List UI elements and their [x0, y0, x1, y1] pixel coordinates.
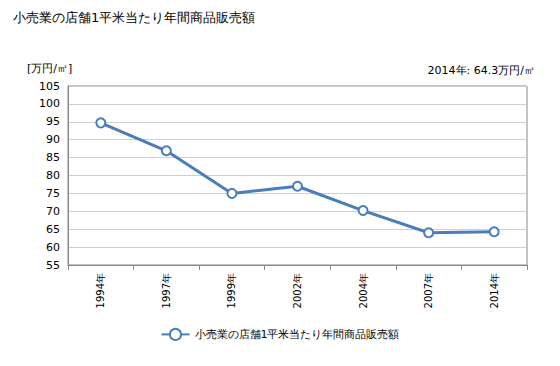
svg-text:100: 100 [39, 97, 60, 110]
svg-text:[万円/㎡]: [万円/㎡] [27, 62, 72, 75]
svg-text:55: 55 [46, 259, 60, 272]
svg-text:80: 80 [46, 169, 60, 182]
svg-text:2014年: 64.3万円/㎡: 2014年: 64.3万円/㎡ [428, 64, 535, 77]
svg-text:90: 90 [46, 133, 60, 146]
svg-text:1994年: 1994年 [95, 273, 106, 308]
svg-text:70: 70 [46, 205, 60, 218]
svg-text:2004年: 2004年 [358, 273, 369, 308]
svg-text:1999年: 1999年 [226, 273, 237, 308]
svg-text:1997年: 1997年 [161, 273, 172, 308]
svg-text:75: 75 [46, 187, 60, 200]
svg-text:2014年: 2014年 [489, 273, 500, 308]
svg-text:85: 85 [46, 151, 60, 164]
svg-text:2002年: 2002年 [292, 273, 303, 308]
svg-text:60: 60 [46, 241, 60, 254]
svg-text:65: 65 [46, 223, 60, 236]
svg-text:105: 105 [39, 80, 60, 93]
svg-text:95: 95 [46, 115, 60, 128]
svg-text:小売業の店舗1平米当たり年間商品販売額: 小売業の店舗1平米当たり年間商品販売額 [195, 328, 400, 341]
svg-text:小売業の店舗1平米当たり年間商品販売額: 小売業の店舗1平米当たり年間商品販売額 [13, 10, 255, 25]
svg-text:2007年: 2007年 [423, 273, 434, 308]
